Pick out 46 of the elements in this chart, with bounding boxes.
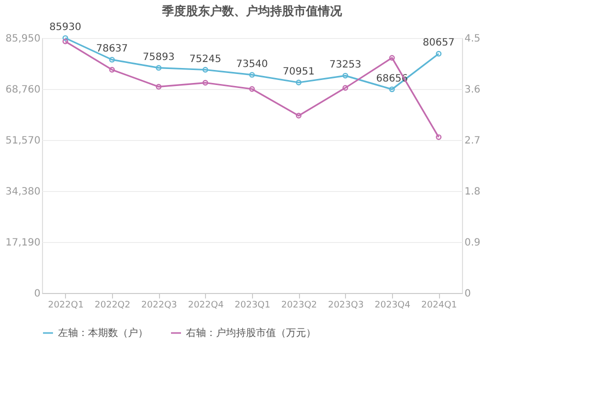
point <box>156 65 162 71</box>
point <box>156 84 162 90</box>
x-tick-label: 2024Q1 <box>421 300 458 310</box>
y2-tick-label: 1.8 <box>464 186 480 198</box>
point <box>249 86 255 92</box>
y2-tick-label: 0.9 <box>464 238 480 248</box>
x-tick-label: 2022Q4 <box>188 300 224 310</box>
data-label: 78637 <box>96 44 128 55</box>
point <box>296 80 302 86</box>
point <box>296 112 302 118</box>
y-tick-label: 68,760 <box>6 84 40 96</box>
point <box>109 56 115 63</box>
data-label: 85930 <box>49 22 82 34</box>
x-tick-label: 2023Q4 <box>374 300 411 310</box>
y-tick-label: 17,190 <box>6 238 40 248</box>
y2-tick-label: 4.5 <box>464 34 480 44</box>
legend-label: 左轴：本期数（户） <box>58 327 148 339</box>
x-tick-label: 2023Q1 <box>234 300 270 310</box>
data-label: 73253 <box>329 60 362 71</box>
data-label: 75893 <box>142 52 175 63</box>
y2-tick-label: 3.6 <box>464 84 480 96</box>
point <box>389 86 395 92</box>
point <box>202 66 208 73</box>
y2-tick-label: 0 <box>464 288 471 300</box>
point <box>249 72 255 78</box>
y-tick-label: 0 <box>34 288 40 300</box>
x-tick-label: 2022Q2 <box>94 300 130 310</box>
x-tick-label: 2022Q1 <box>48 300 84 310</box>
data-label: 70951 <box>282 66 315 78</box>
point <box>109 66 115 73</box>
y2-tick-label: 2.7 <box>464 136 480 146</box>
y-tick-label: 85,950 <box>6 34 40 44</box>
data-label: 73540 <box>236 58 268 70</box>
point <box>202 80 208 86</box>
x-tick-label: 2022Q3 <box>141 300 178 310</box>
y-tick-label: 51,570 <box>6 136 40 146</box>
y-tick-label: 34,380 <box>6 186 40 198</box>
x-tick-label: 2023Q2 <box>281 300 318 310</box>
point <box>389 55 395 61</box>
data-label: 80657 <box>422 38 455 49</box>
point <box>342 85 348 91</box>
chart-title: 季度股东户数、户均持股市值情况 <box>161 4 343 18</box>
x-tick-label: 2023Q3 <box>328 300 364 310</box>
legend-label: 右轴：户均持股市值（万元） <box>186 327 316 339</box>
data-label: 75245 <box>189 54 222 65</box>
point <box>342 72 348 78</box>
